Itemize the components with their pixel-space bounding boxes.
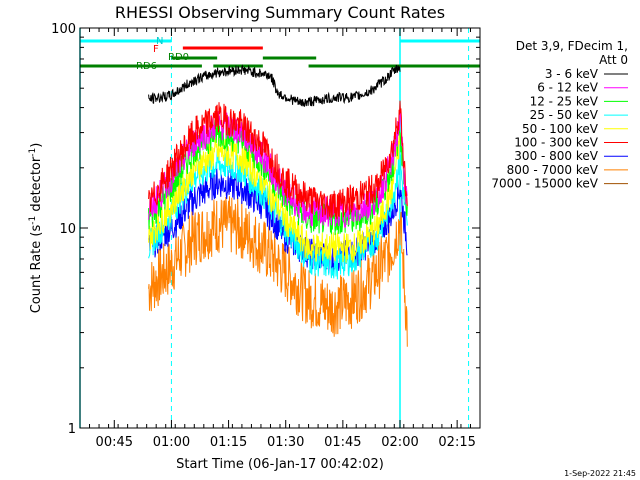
series-line: [148, 100, 408, 220]
y-tick-label: 10: [59, 222, 76, 237]
y-axis-label-rest: detector: [29, 156, 44, 216]
x-tick-label: 02:15: [438, 435, 475, 450]
y-axis-label-close: ): [29, 143, 44, 148]
legend-header-line2: Att 0: [599, 53, 628, 67]
x-tick-label: 01:45: [324, 435, 361, 450]
legend-label: 800 - 7000 keV: [507, 163, 599, 177]
legend-label: 3 - 6 keV: [545, 67, 599, 81]
legend-label: 7000 - 15000 keV: [491, 177, 598, 191]
y-tick-label: 100: [51, 22, 76, 37]
timestamp: 1-Sep-2022 21:45: [564, 469, 636, 478]
x-tick-label: 01:15: [210, 435, 247, 450]
x-axis-ticks: 00:45 01:00 01:15 01:30 01:45 02:00 02:15: [79, 28, 481, 450]
x-tick-label: 00:45: [96, 435, 133, 450]
annotation-n: N: [156, 36, 163, 47]
y-axis-label-sup: -1: [28, 216, 38, 225]
y-axis-ticks: 1 10 100: [51, 22, 480, 437]
legend-label: 25 - 50 keV: [530, 108, 599, 122]
legend-label: 12 - 25 keV: [530, 94, 599, 108]
plot-area: 00:45 01:00 01:15 01:30 01:45 02:00 02:15 1101…: [51, 22, 481, 450]
x-tick-label: 01:00: [153, 435, 190, 450]
x-tick-label: 02:00: [381, 435, 418, 450]
legend-label: 300 - 800 keV: [514, 149, 598, 163]
annotation-rd0: RD0: [168, 52, 189, 63]
x-tick-label: 01:30: [267, 435, 304, 450]
annotation-rd6: RD6: [136, 61, 157, 72]
legend-label: 6 - 12 keV: [537, 81, 599, 95]
annotation-f: F: [153, 44, 159, 55]
y-axis-label-main: Count Rate (s: [29, 225, 44, 314]
series-line: [148, 196, 408, 347]
y-axis-label-sup2: -1: [28, 148, 38, 157]
legend-header-line1: Det 3,9, FDecim 1,: [516, 39, 628, 53]
legend-label: 50 - 100 keV: [522, 122, 599, 136]
series-line: [148, 64, 401, 107]
y-axis-label: Count Rate (s-1 detector-1): [28, 143, 44, 314]
x-axis-label: Start Time (06-Jan-17 00:42:02): [176, 457, 384, 472]
legend-label: 100 - 300 keV: [514, 136, 598, 150]
y-tick-label: 1: [68, 422, 76, 437]
series-line: [148, 131, 401, 263]
chart-title: RHESSI Observing Summary Count Rates: [115, 3, 445, 22]
series-layer: [148, 64, 408, 347]
